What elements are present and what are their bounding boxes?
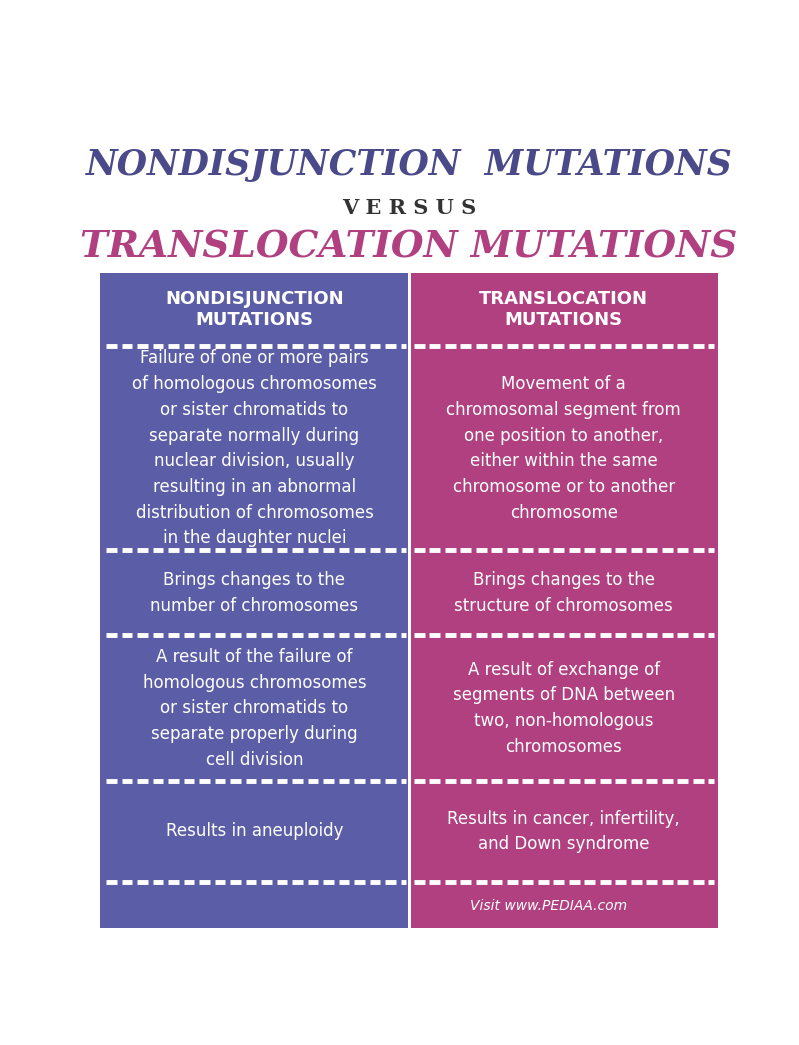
Text: TRANSLOCATION
MUTATIONS: TRANSLOCATION MUTATIONS	[479, 291, 648, 329]
Text: A result of exchange of
segments of DNA between
two, non-homologous
chromosomes: A result of exchange of segments of DNA …	[453, 660, 675, 756]
Text: Brings changes to the
number of chromosomes: Brings changes to the number of chromoso…	[150, 571, 359, 614]
Bar	[408, 273, 411, 928]
Bar	[100, 273, 409, 928]
Text: Failure of one or more pairs
of homologous chromosomes
or sister chromatids to
s: Failure of one or more pairs of homologo…	[132, 349, 377, 548]
Text: Movement of a
chromosomal segment from
one position to another,
either within th: Movement of a chromosomal segment from o…	[447, 375, 681, 521]
Text: TRANSLOCATION MUTATIONS: TRANSLOCATION MUTATIONS	[81, 229, 737, 265]
Text: NONDISJUNCTION  MUTATIONS: NONDISJUNCTION MUTATIONS	[85, 148, 733, 183]
Text: V E R S U S: V E R S U S	[342, 198, 476, 217]
Text: Brings changes to the
structure of chromosomes: Brings changes to the structure of chrom…	[455, 571, 673, 614]
Text: Results in aneuploidy: Results in aneuploidy	[165, 822, 344, 840]
Bar	[409, 273, 718, 928]
Text: A result of the failure of
homologous chromosomes
or sister chromatids to
separa: A result of the failure of homologous ch…	[143, 648, 366, 769]
Text: Results in cancer, infertility,
and Down syndrome: Results in cancer, infertility, and Down…	[447, 810, 680, 854]
Text: NONDISJUNCTION
MUTATIONS: NONDISJUNCTION MUTATIONS	[165, 291, 344, 329]
Text: Visit www.PEDIAA.com: Visit www.PEDIAA.com	[470, 899, 626, 913]
